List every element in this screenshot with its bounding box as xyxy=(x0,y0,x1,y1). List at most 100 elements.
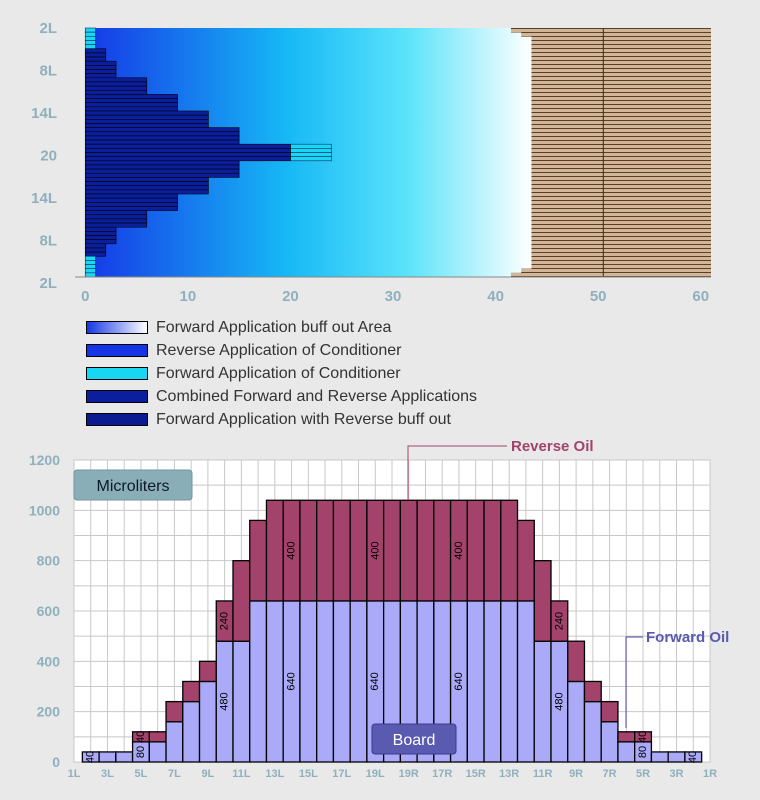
oil-volume-bar-chart: 40 80404802406404006404006404004802408040… xyxy=(29,438,730,780)
dark-row-bar xyxy=(84,98,178,104)
hatch-row xyxy=(531,210,711,216)
hatch-row xyxy=(531,214,711,220)
y-tick-label: 1000 xyxy=(29,502,60,518)
board-bar xyxy=(299,600,318,763)
hatch-row xyxy=(531,260,711,265)
oil-bar xyxy=(567,640,586,683)
dark-row-bar xyxy=(84,164,240,170)
dark-row-bar xyxy=(84,226,117,232)
y-tick-label: 400 xyxy=(37,653,61,669)
oil-bar xyxy=(299,499,318,602)
dark-row-bar xyxy=(84,222,148,228)
x-tick-label: 40 xyxy=(487,288,504,305)
x-tick-label: 5L xyxy=(135,768,148,780)
oil-bar xyxy=(165,700,184,723)
x-tick-label: 5R xyxy=(636,768,650,780)
hatch-row xyxy=(531,65,711,70)
dark-row-bar xyxy=(84,160,240,166)
hatch-row xyxy=(531,239,711,245)
x-tick-label: 3R xyxy=(669,768,683,780)
hatch-row xyxy=(531,131,711,137)
hatch-row xyxy=(531,52,711,58)
dark-row-bar xyxy=(84,106,178,112)
x-tick-label: 19R xyxy=(399,768,419,780)
hatch-row xyxy=(531,40,711,45)
x-tick-label: 19L xyxy=(366,768,385,780)
oil-bar xyxy=(634,731,653,743)
dark-row-bar xyxy=(84,168,240,174)
hatch-row xyxy=(531,98,711,103)
oil-bar xyxy=(349,499,368,602)
dark-row-bar xyxy=(84,235,117,240)
board-bar xyxy=(115,751,134,763)
hatch-row xyxy=(531,235,711,240)
dark-row-bar xyxy=(84,123,209,128)
dark-row-bar xyxy=(84,52,107,58)
board-bar xyxy=(265,600,284,763)
bar-value-label: 640 xyxy=(286,672,298,690)
y-tick-label: 600 xyxy=(37,603,61,619)
y-tick-label: 14L xyxy=(31,105,57,122)
hatch-row xyxy=(531,61,711,66)
hatch-row xyxy=(531,44,711,50)
board-bar xyxy=(182,700,201,763)
hatch-row xyxy=(531,194,711,199)
x-tick-label: 20 xyxy=(282,288,299,305)
dark-row-bar xyxy=(84,156,291,162)
dark-row-bar xyxy=(84,239,117,245)
dark-row-bar xyxy=(84,89,148,95)
board-bar xyxy=(98,751,117,763)
y-tick-label: 20 xyxy=(40,148,57,165)
oil-bar xyxy=(198,660,217,683)
bar-value-label: 400 xyxy=(453,541,465,559)
hatch-row xyxy=(531,218,711,224)
hatch-row xyxy=(531,256,711,261)
hatch-row xyxy=(531,243,711,249)
bar-value-label: 240 xyxy=(553,612,565,630)
dark-row-bar xyxy=(84,247,107,253)
hatch-row xyxy=(531,227,711,232)
forward-oil-label: Forward Oil xyxy=(646,629,729,646)
legend-item-reverse-conditioner: Reverse Application of Conditioner xyxy=(86,339,477,362)
hatch-row xyxy=(531,206,711,211)
dark-row-bar xyxy=(84,119,209,124)
y-tick-label: 800 xyxy=(37,553,61,569)
board-bar xyxy=(516,600,535,763)
oil-bar xyxy=(466,499,485,602)
hatch-row xyxy=(531,119,711,124)
hatch-row xyxy=(531,173,711,178)
legend-label: Forward Application with Reverse buff ou… xyxy=(156,410,451,428)
hatch-row xyxy=(531,198,711,203)
bar-value-label: 40 xyxy=(687,751,699,763)
board-label: Board xyxy=(393,732,436,749)
hatch-row xyxy=(531,90,711,95)
dark-row-bar xyxy=(84,202,178,207)
board-bar xyxy=(148,741,167,763)
hatch-row xyxy=(531,36,711,41)
legend-swatch-dark-blue xyxy=(86,390,148,403)
cyan-row-bar xyxy=(84,27,96,33)
y-tick-label: 0 xyxy=(52,754,60,770)
oil-bar xyxy=(583,680,602,703)
hatch-row xyxy=(531,57,711,62)
hatch-row xyxy=(531,189,711,195)
oil-bar xyxy=(399,499,418,602)
cyan-row-bar xyxy=(84,268,96,274)
bar-value-label: 80 xyxy=(637,746,649,758)
bar-value-label: 40 xyxy=(85,751,97,763)
application-heatmap-chart: 0 10 20 30 40 50 60 2L 8L 14L 20 14L 8L 2L xyxy=(31,20,711,305)
x-tick-label: 3L xyxy=(101,768,114,780)
legend-swatch-gradient xyxy=(86,321,148,334)
hatch-row xyxy=(521,268,711,274)
cyan-row-bar xyxy=(290,143,332,149)
hatch-row xyxy=(531,156,711,162)
y-tick-label: 2L xyxy=(39,20,57,37)
oil-bar xyxy=(433,499,452,602)
dark-row-bar xyxy=(84,148,291,153)
hatch-row xyxy=(531,160,711,166)
hatch-row xyxy=(531,177,711,182)
dark-row-bar xyxy=(84,193,178,199)
cyan-row-bar xyxy=(84,272,96,278)
oil-bar xyxy=(382,499,402,602)
hatch-row xyxy=(531,169,711,174)
